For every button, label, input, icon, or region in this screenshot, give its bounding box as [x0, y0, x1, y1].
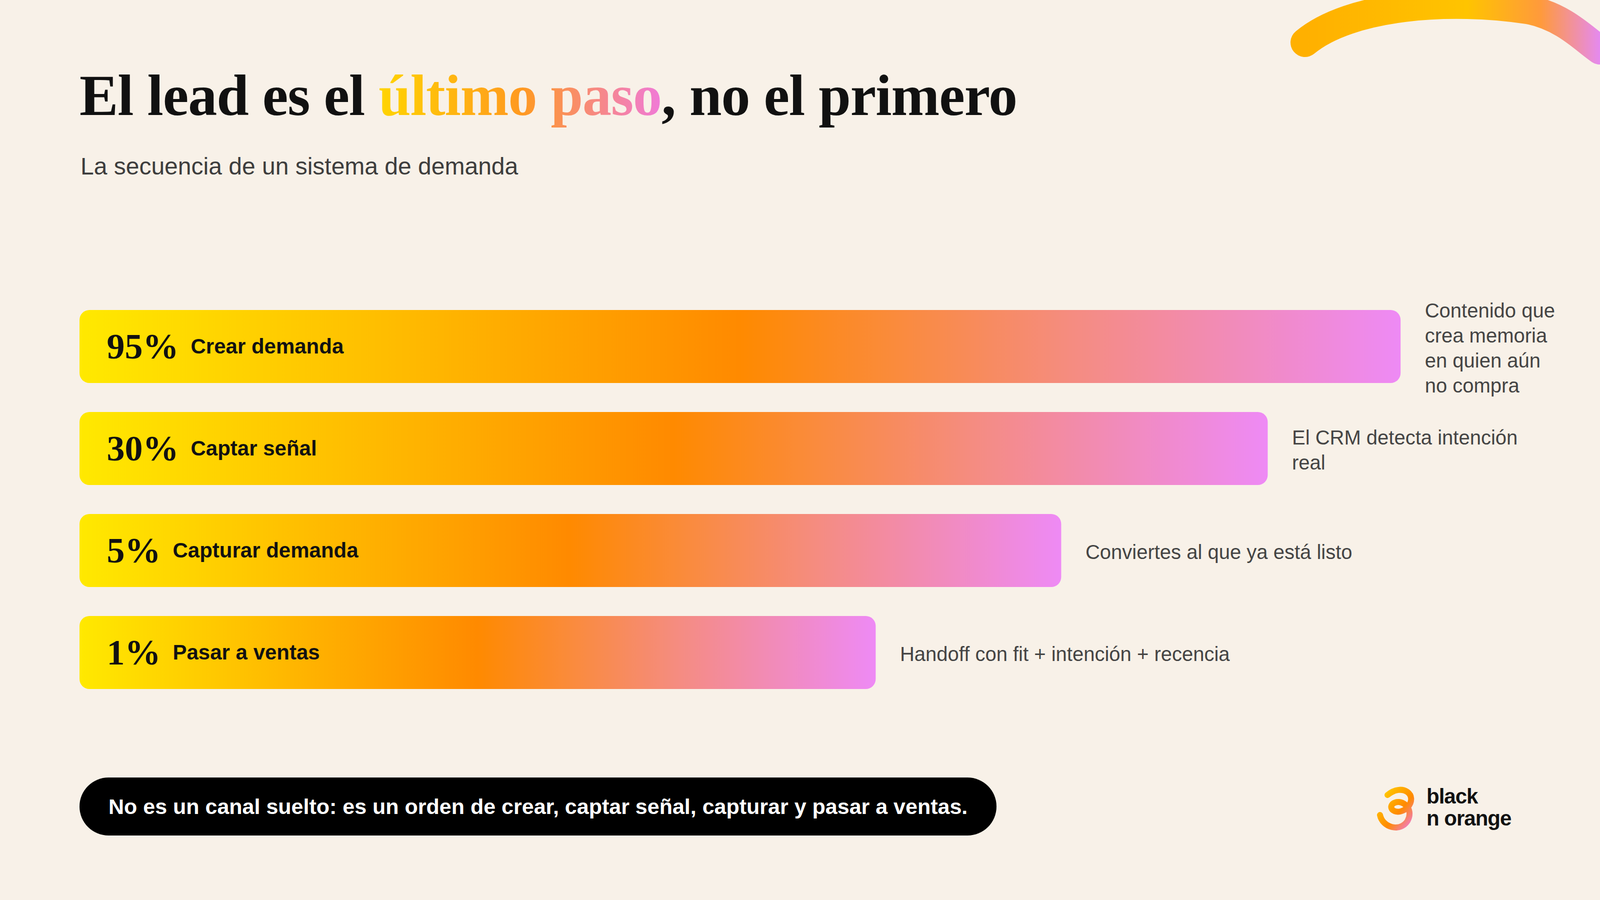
svg-text:Handoff con fit + intención +: Handoff con fit + intención + recencia	[900, 643, 1230, 665]
svg-text:Capturar demanda: Capturar demanda	[173, 538, 359, 562]
html-text:black: black	[1426, 784, 1478, 808]
svg-text:Contenido quecrea memoriaen qu: Contenido quecrea memoriaen quien aúnno …	[1425, 299, 1555, 397]
html-text:No es un canal suelto: es un o: No es un canal suelto: es un orden de cr…	[108, 794, 968, 819]
svg-text:1%: 1%	[107, 632, 161, 673]
svg-text:El CRM detecta intenciónreal: El CRM detecta intenciónreal	[1292, 426, 1518, 474]
svg-text:Conviertes al que ya está list: Conviertes al que ya está listo	[1085, 541, 1353, 563]
html-text:n orange: n orange	[1426, 806, 1512, 830]
svg-text:30%: 30%	[107, 428, 179, 469]
svg-text:Crear demanda: Crear demanda	[191, 334, 344, 358]
html-text:El lead es el último paso, no: El lead es el último paso, no el primero	[79, 63, 1017, 128]
svg-text:Captar señal: Captar señal	[191, 436, 317, 460]
html-text:La secuencia de un sistema de: La secuencia de un sistema de demanda	[80, 153, 519, 180]
svg-text:Pasar a ventas: Pasar a ventas	[173, 640, 320, 664]
svg-text:5%: 5%	[107, 530, 161, 571]
svg-text:95%: 95%	[107, 326, 179, 367]
